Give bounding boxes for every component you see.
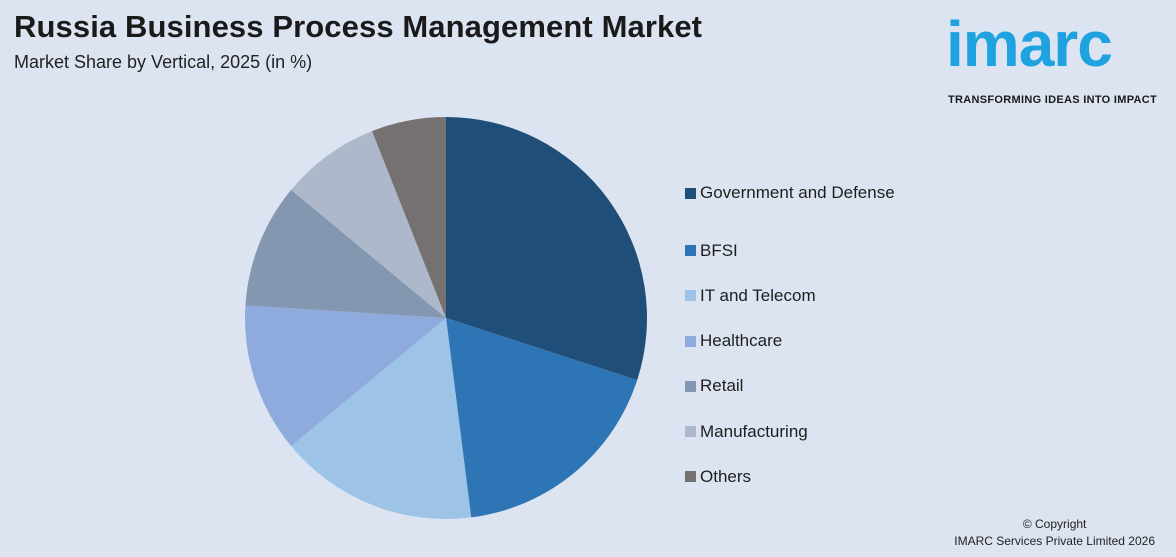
legend-label: Manufacturing — [700, 421, 808, 441]
legend-label: Retail — [700, 376, 744, 396]
pie-slice-manufacturing — [291, 131, 446, 318]
pie-slice-retail — [245, 189, 446, 318]
legend-swatch — [685, 290, 696, 302]
legend-swatch — [685, 245, 696, 257]
pie-slice-bfsi — [446, 318, 638, 518]
legend-item-government-and-defense: Government and Defense — [685, 183, 895, 203]
pie-slice-it-and-telecom — [291, 318, 472, 519]
legend-item-it-and-telecom: IT and Telecom — [685, 273, 895, 318]
logo-tagline: TRANSFORMING IDEAS INTO IMPACT — [948, 94, 1158, 106]
chart-legend: Government and Defense BFSI IT and Telecom… — [685, 183, 895, 499]
legend-item-bfsi: BFSI — [685, 228, 895, 273]
copyright-line-1: © Copyright — [1022, 517, 1087, 531]
imarc-logo: imarc TRANSFORMING IDEAS INTO IMPACT — [946, 12, 1170, 108]
logo-wordmark: imarc — [946, 8, 1113, 80]
legend-item-healthcare: Healthcare — [685, 319, 895, 364]
pie-slice-healthcare — [245, 305, 446, 447]
pie-slice-others — [372, 117, 446, 318]
copyright-line-2: IMARC Services Private Limited 2026 — [954, 534, 1155, 548]
legend-swatch — [685, 426, 696, 438]
legend-swatch — [685, 335, 696, 347]
chart-subtitle: Market Share by Vertical, 2025 (in %) — [14, 52, 313, 72]
pie-slice-government-and-defense — [446, 117, 647, 381]
legend-label: Others — [700, 466, 752, 486]
legend-label: Government and Defense — [700, 183, 895, 202]
legend-label: BFSI — [700, 240, 738, 260]
legend-label: IT and Telecom — [700, 285, 816, 305]
page-title: Russia Business Process Management Marke… — [14, 9, 703, 44]
legend-item-manufacturing: Manufacturing — [685, 409, 895, 454]
legend-label: Healthcare — [700, 331, 783, 351]
copyright-notice: © Copyright IMARC Services Private Limit… — [954, 516, 1155, 550]
legend-item-retail: Retail — [685, 364, 895, 409]
legend-item-others: Others — [685, 454, 895, 499]
legend-swatch — [685, 471, 696, 483]
legend-swatch — [685, 380, 696, 392]
legend-swatch — [685, 187, 696, 199]
